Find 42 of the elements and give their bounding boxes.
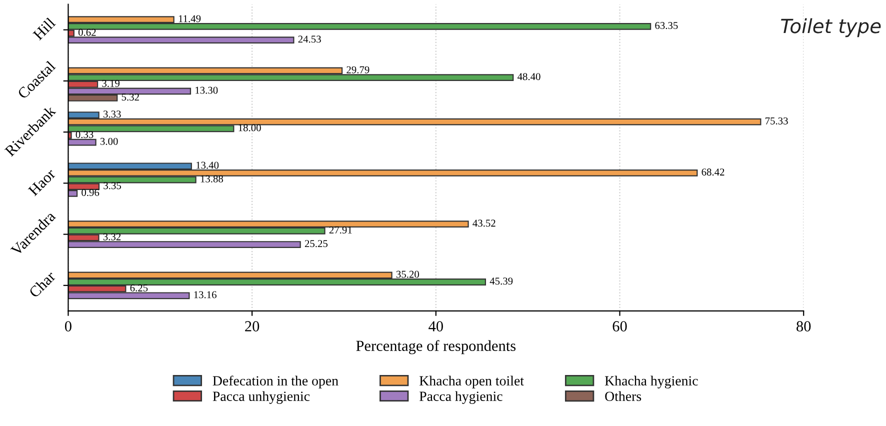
data-label: 13.30: [196, 86, 218, 94]
data-label: 6.25: [130, 284, 148, 292]
legend-label: Khacha hygienic: [604, 376, 698, 388]
x-axis-title: Percentage of respondents: [356, 340, 516, 354]
data-label: 0.62: [78, 28, 96, 36]
data-label: 45.39: [490, 278, 513, 285]
y-tick-label: Char: [28, 270, 56, 298]
x-tick-label: 0: [64, 321, 72, 332]
data-label: 0.96: [82, 188, 100, 196]
legend-label: Khacha open toilet: [420, 376, 524, 388]
data-label: 13.16: [194, 291, 216, 298]
data-label: 25.25: [304, 240, 328, 248]
data-label: 35.20: [396, 270, 419, 278]
data-label: 3.19: [102, 80, 120, 87]
x-tick-label: 60: [612, 321, 627, 332]
data-label: 0.33: [76, 131, 94, 138]
data-label: 5.32: [122, 94, 139, 101]
x-tick-label: 80: [796, 321, 811, 332]
data-label: 75.33: [766, 117, 788, 124]
data-label: 48.40: [517, 73, 540, 80]
data-label: 29.79: [346, 66, 370, 74]
data-label: 3.35: [104, 182, 122, 190]
text: Toilet type: [781, 18, 881, 38]
legend-label: Pacca unhygienic: [212, 391, 310, 404]
legend-label: Defecation in the open: [212, 376, 338, 388]
x-tick-label: 20: [245, 321, 260, 332]
data-label: 68.42: [702, 168, 724, 176]
data-label: 18.00: [238, 124, 261, 132]
legend-label: Pacca hygienic: [420, 391, 502, 404]
data-label: 3.00: [100, 138, 118, 145]
data-label: 3.33: [103, 110, 121, 118]
data-label: 24.53: [298, 36, 321, 43]
data-label: 13.40: [196, 162, 219, 169]
x-tick-label: 40: [428, 321, 443, 332]
data-label: 11.49: [178, 15, 201, 22]
data-label: 3.32: [103, 233, 121, 240]
data-label: 13.88: [200, 175, 224, 182]
legend-label: Others: [605, 391, 642, 402]
data-label: 43.52: [472, 220, 496, 227]
y-tick-label: Hill: [32, 16, 56, 41]
data-label: 27.91: [329, 226, 352, 234]
data-label: 63.35: [655, 22, 678, 30]
